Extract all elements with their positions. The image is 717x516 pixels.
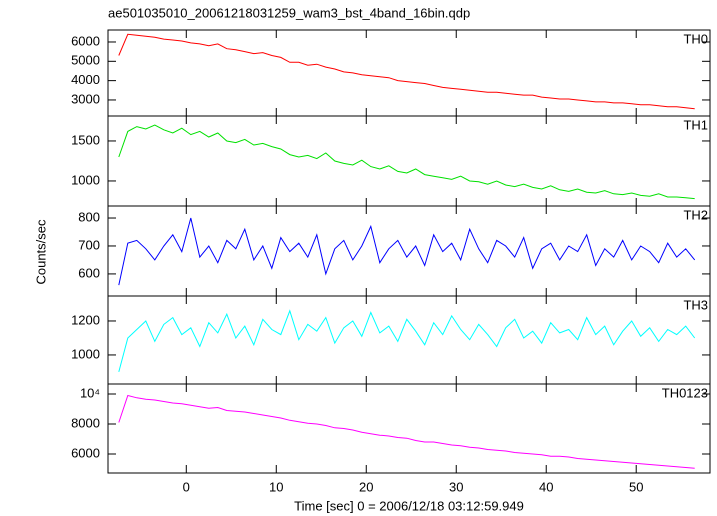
chart-title: ae501035010_20061218031259_wam3_bst_4ban… [108,5,470,20]
y-tick-label: 1200 [71,312,100,327]
panel-label: TH0 [683,31,708,46]
y-axis-label: Counts/sec [33,219,48,285]
data-line [118,394,695,469]
y-tick-label: 1500 [71,132,100,147]
x-tick-label: 20 [359,479,373,494]
x-tick-label: 30 [449,479,463,494]
y-tick-label: 1000 [71,172,100,187]
panel-label: TH2 [683,207,708,222]
panel-frame [107,115,711,207]
y-tick-label: 3000 [71,91,100,106]
x-tick-label: 10 [269,479,283,494]
y-tick-label: 4000 [71,72,100,87]
x-tick-label: 50 [629,479,643,494]
data-line [118,309,696,373]
x-tick-label: 40 [539,479,553,494]
y-tick-label: 6000 [71,445,100,460]
data-line [118,124,695,200]
data-line [118,217,696,286]
y-tick-label: 10⁴ [80,385,100,400]
y-tick-label: 1000 [71,346,100,361]
y-tick-label: 600 [78,265,100,280]
panel-label: TH1 [683,117,708,132]
panel-frame [107,295,711,385]
panel-label: TH3 [683,297,708,312]
y-tick-label: 700 [78,237,100,252]
y-tick-label: 6000 [71,33,100,48]
panel-label: TH0123 [662,385,708,400]
y-tick-label: 800 [78,209,100,224]
x-axis-label: Time [sec] 0 = 2006/12/18 03:12:59.949 [294,498,524,513]
data-line [118,33,695,110]
y-tick-label: 8000 [71,415,100,430]
panel-frame [107,383,711,474]
y-tick-label: 5000 [71,53,100,68]
x-tick-label: 0 [183,479,190,494]
